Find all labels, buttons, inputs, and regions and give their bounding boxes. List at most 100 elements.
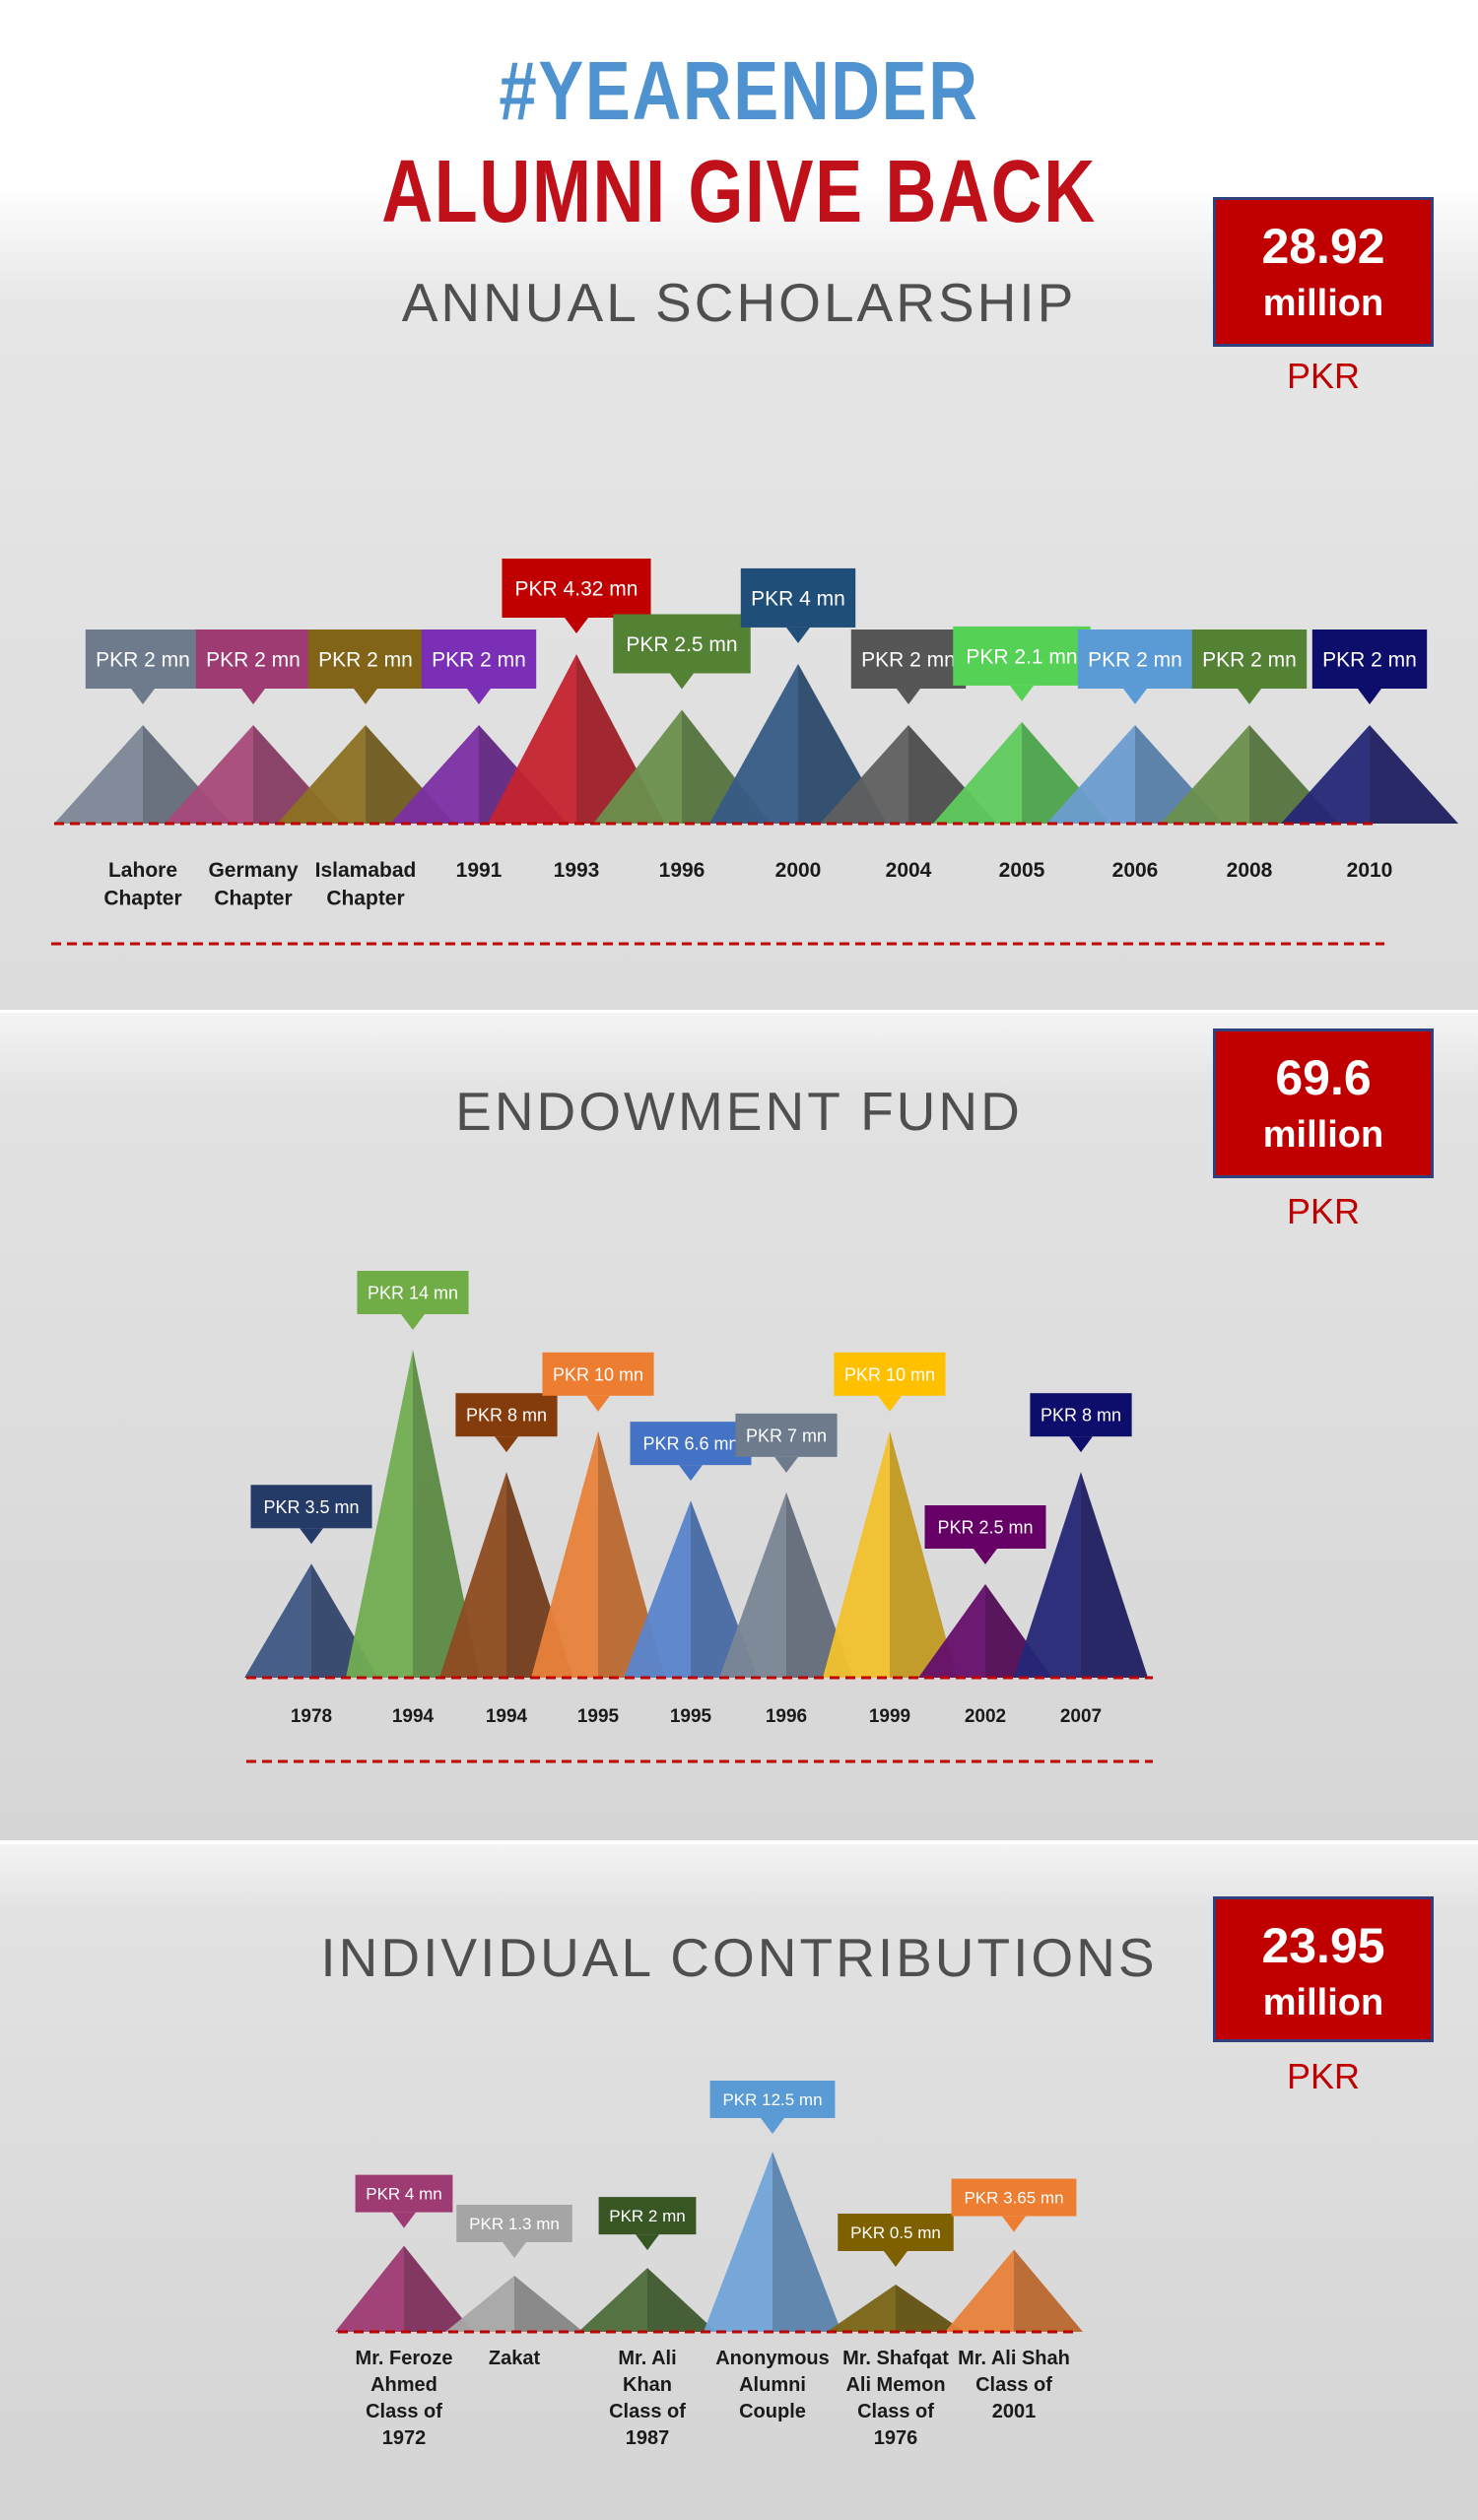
data-label-text: PKR 2 mn bbox=[206, 649, 301, 672]
data-label-box bbox=[355, 2174, 453, 2213]
data-label-text: PKR 2 mn bbox=[318, 649, 413, 672]
data-label-box bbox=[307, 630, 424, 689]
data-label-box bbox=[195, 630, 311, 689]
data-label: PKR 2 mn bbox=[85, 630, 201, 704]
bar-left-face bbox=[244, 1563, 311, 1678]
data-label: PKR 3.5 mn bbox=[250, 1485, 372, 1545]
data-label-box bbox=[735, 1413, 838, 1457]
data-label-text: PKR 2 mn bbox=[861, 649, 956, 672]
bar-right-face bbox=[896, 2285, 965, 2332]
chart-1: PKR 3.5 mn PKR 14 mn PKR 8 mn PKR 10 mn PKR … bbox=[244, 1271, 1153, 1763]
chart-0: PKR 2 mn PKR 2 mn PKR 2 mn PKR 2 mn PKR 4.32… bbox=[51, 559, 1458, 946]
data-label: PKR 3.65 mn bbox=[951, 2178, 1077, 2232]
data-label: PKR 12.5 mn bbox=[709, 2081, 836, 2134]
data-label-text: PKR 1.3 mn bbox=[469, 2215, 560, 2233]
data-label-text: PKR 3.5 mn bbox=[263, 1497, 359, 1517]
data-label: PKR 7 mn bbox=[735, 1413, 838, 1473]
data-label-pointer bbox=[1238, 689, 1261, 704]
category-label: Germany Chapter bbox=[208, 859, 298, 909]
bar-left-face bbox=[719, 1492, 786, 1678]
category-label: 1995 bbox=[670, 1706, 712, 1727]
bar-left-face bbox=[531, 1430, 598, 1678]
data-label-box bbox=[924, 1505, 1046, 1549]
data-label-pointer bbox=[679, 1465, 703, 1482]
data-label-pointer bbox=[467, 689, 491, 704]
bar-left-face bbox=[624, 1500, 691, 1678]
category-label: 1996 bbox=[766, 1706, 807, 1727]
category-label: Mr. Shafqat Ali Memon Class of 1976 bbox=[842, 2348, 949, 2449]
data-label-box bbox=[85, 630, 201, 689]
category-label: Mr. Ali Shah Class of 2001 bbox=[958, 2348, 1070, 2422]
data-label: PKR 2 mn bbox=[421, 630, 537, 704]
data-label-text: PKR 10 mn bbox=[844, 1364, 935, 1384]
data-label-box bbox=[1077, 630, 1193, 689]
data-label-box bbox=[1191, 630, 1308, 689]
data-label-pointer bbox=[565, 618, 588, 633]
category-label: 2007 bbox=[1060, 1706, 1102, 1727]
bar-left-face bbox=[704, 2152, 773, 2332]
data-label-text: PKR 2 mn bbox=[1202, 649, 1297, 672]
bar-left-face bbox=[277, 725, 366, 824]
data-label-text: PKR 10 mn bbox=[553, 1364, 643, 1384]
data-label: PKR 2 mn bbox=[1311, 630, 1428, 704]
bar-right-face bbox=[404, 2245, 473, 2332]
total-amount: 28.92 bbox=[1261, 219, 1385, 274]
total-amount: 23.95 bbox=[1261, 1918, 1385, 1973]
section-title-individual-contributions: INDIVIDUAL CONTRIBUTIONS bbox=[320, 1927, 1158, 1988]
data-label-text: PKR 8 mn bbox=[1041, 1406, 1121, 1426]
hashtag-title: #YEARENDER bbox=[499, 44, 979, 137]
data-label-pointer bbox=[636, 2234, 659, 2251]
data-label-box bbox=[456, 2205, 572, 2242]
bar-right-face bbox=[506, 1472, 573, 1678]
total-box-annual-scholarship: 28.92 million bbox=[1213, 197, 1434, 347]
data-label-box bbox=[951, 2178, 1077, 2217]
data-label-text: PKR 6.6 mn bbox=[642, 1434, 738, 1454]
data-label-pointer bbox=[1358, 689, 1381, 704]
data-label-text: PKR 2.1 mn bbox=[966, 645, 1077, 668]
data-label: PKR 10 mn bbox=[542, 1352, 654, 1412]
bar-left-face bbox=[1161, 725, 1249, 824]
data-label-text: PKR 8 mn bbox=[466, 1406, 547, 1426]
category-label: 1996 bbox=[659, 859, 705, 882]
total-box-individual-contributions: 23.95 million bbox=[1213, 1896, 1434, 2042]
data-label-box bbox=[709, 2081, 836, 2118]
total-box-endowment-fund: 69.6 million bbox=[1213, 1028, 1434, 1178]
data-label-box bbox=[542, 1352, 654, 1396]
data-label-pointer bbox=[974, 1549, 997, 1564]
data-label: PKR 4 mn bbox=[740, 567, 856, 643]
bar-left-face bbox=[390, 725, 479, 824]
data-label: PKR 2.1 mn bbox=[953, 626, 1091, 701]
data-label-pointer bbox=[354, 689, 377, 704]
category-label: 2008 bbox=[1227, 859, 1273, 882]
bar-left-face bbox=[1046, 725, 1135, 824]
bar-left-face bbox=[488, 654, 576, 824]
bar-left-face bbox=[709, 663, 798, 824]
category-label: Anonymous Alumni Couple bbox=[715, 2348, 830, 2422]
data-label-pointer bbox=[503, 2242, 526, 2258]
data-label-text: PKR 2.5 mn bbox=[937, 1517, 1033, 1537]
data-label: PKR 2.5 mn bbox=[613, 614, 751, 690]
data-label-text: PKR 14 mn bbox=[368, 1283, 458, 1302]
bar-right-face bbox=[1022, 721, 1110, 824]
data-label-pointer bbox=[1002, 2216, 1026, 2232]
data-label: PKR 14 mn bbox=[357, 1271, 469, 1330]
bar-left-face bbox=[945, 2249, 1014, 2332]
bar-left-face bbox=[827, 2285, 896, 2332]
data-label: PKR 4 mn bbox=[355, 2174, 453, 2228]
data-label: PKR 2 mn bbox=[1191, 630, 1308, 704]
data-label-text: PKR 7 mn bbox=[746, 1426, 827, 1445]
data-label-text: PKR 2.5 mn bbox=[626, 633, 737, 656]
bar-left-face bbox=[578, 2268, 647, 2332]
category-label: 1994 bbox=[486, 1706, 528, 1727]
data-label-box bbox=[455, 1393, 558, 1437]
data-label: PKR 8 mn bbox=[1030, 1393, 1132, 1453]
data-label-pointer bbox=[884, 2251, 907, 2267]
bar-right-face bbox=[647, 2268, 716, 2332]
data-label: PKR 6.6 mn bbox=[630, 1422, 752, 1482]
data-label: PKR 2 mn bbox=[850, 630, 967, 704]
bar-left-face bbox=[1281, 725, 1370, 824]
data-label: PKR 10 mn bbox=[834, 1352, 946, 1412]
total-currency: PKR bbox=[1286, 1191, 1361, 1231]
data-label-box bbox=[953, 626, 1091, 686]
